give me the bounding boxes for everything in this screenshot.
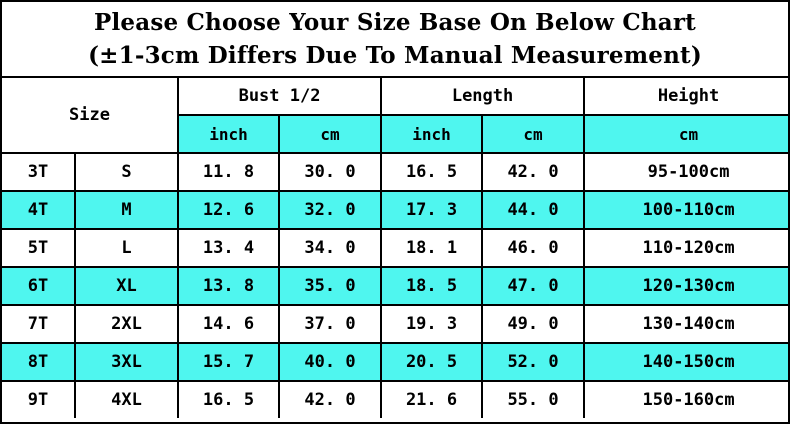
cell-size-letter: XL — [73, 266, 180, 306]
cell-length-cm: 47. 0 — [481, 266, 586, 306]
cell-bust-inch: 15. 7 — [177, 342, 281, 382]
cell-size-age: 7T — [2, 304, 76, 344]
table-row: 6T XL 13. 8 35. 0 18. 5 47. 0 120-130cm — [2, 266, 788, 306]
cell-length-cm: 42. 0 — [481, 152, 586, 192]
cell-bust-cm: 30. 0 — [278, 152, 383, 192]
cell-bust-inch: 13. 8 — [177, 266, 281, 306]
cell-height: 130-140cm — [583, 304, 788, 344]
table-row: 8T 3XL 15. 7 40. 0 20. 5 52. 0 140-150cm — [2, 342, 788, 382]
cell-height: 110-120cm — [583, 228, 788, 268]
header-length: Length — [380, 78, 586, 116]
cell-length-inch: 17. 3 — [380, 190, 484, 230]
cell-length-cm: 46. 0 — [481, 228, 586, 268]
cell-size-letter: 4XL — [73, 380, 180, 418]
cell-size-age: 6T — [2, 266, 76, 306]
table-row: 9T 4XL 16. 5 42. 0 21. 6 55. 0 150-160cm — [2, 380, 788, 418]
cell-bust-inch: 11. 8 — [177, 152, 281, 192]
table-row: 5T L 13. 4 34. 0 18. 1 46. 0 110-120cm — [2, 228, 788, 268]
header-height: Height — [583, 78, 788, 116]
header-row-groups: Size Bust 1/2 Length Height — [2, 78, 788, 154]
cell-height: 100-110cm — [583, 190, 788, 230]
cell-bust-cm: 40. 0 — [278, 342, 383, 382]
cell-length-inch: 19. 3 — [380, 304, 484, 344]
cell-bust-inch: 14. 6 — [177, 304, 281, 344]
cell-length-inch: 18. 5 — [380, 266, 484, 306]
table-row: 7T 2XL 14. 6 37. 0 19. 3 49. 0 130-140cm — [2, 304, 788, 344]
cell-length-inch: 16. 5 — [380, 152, 484, 192]
header-row-units: inch cm inch cm cm — [2, 114, 788, 154]
cell-size-age: 9T — [2, 380, 76, 418]
unit-height-cm: cm — [583, 114, 788, 154]
cell-length-cm: 49. 0 — [481, 304, 586, 344]
cell-size-age: 3T — [2, 152, 76, 192]
unit-length-inch: inch — [380, 114, 484, 154]
cell-height: 95-100cm — [583, 152, 788, 192]
cell-size-age: 8T — [2, 342, 76, 382]
cell-bust-cm: 42. 0 — [278, 380, 383, 418]
cell-size-letter: S — [73, 152, 180, 192]
cell-bust-inch: 13. 4 — [177, 228, 281, 268]
cell-bust-cm: 34. 0 — [278, 228, 383, 268]
size-chart-table: Size Bust 1/2 Length Height inch cm inch… — [2, 78, 788, 418]
cell-bust-inch: 16. 5 — [177, 380, 281, 418]
unit-length-cm: cm — [481, 114, 586, 154]
cell-length-inch: 21. 6 — [380, 380, 484, 418]
cell-size-letter: 3XL — [73, 342, 180, 382]
cell-size-letter: M — [73, 190, 180, 230]
unit-bust-cm: cm — [278, 114, 383, 154]
cell-size-letter: 2XL — [73, 304, 180, 344]
chart-title-line2: (±1-3cm Differs Due To Manual Measuremen… — [88, 42, 702, 69]
cell-length-cm: 55. 0 — [481, 380, 586, 418]
chart-title: Please Choose Your Size Base On Below Ch… — [2, 2, 788, 78]
cell-length-inch: 18. 1 — [380, 228, 484, 268]
table-row: 3T S 11. 8 30. 0 16. 5 42. 0 95-100cm — [2, 152, 788, 192]
chart-title-line1: Please Choose Your Size Base On Below Ch… — [93, 9, 697, 36]
cell-size-age: 4T — [2, 190, 76, 230]
table-row: 4T M 12. 6 32. 0 17. 3 44. 0 100-110cm — [2, 190, 788, 230]
cell-bust-cm: 37. 0 — [278, 304, 383, 344]
cell-bust-inch: 12. 6 — [177, 190, 281, 230]
cell-size-letter: L — [73, 228, 180, 268]
header-size: Size — [2, 78, 180, 154]
cell-height: 150-160cm — [583, 380, 788, 418]
unit-bust-inch: inch — [178, 114, 281, 154]
cell-bust-cm: 32. 0 — [278, 190, 383, 230]
cell-length-cm: 44. 0 — [481, 190, 586, 230]
cell-length-cm: 52. 0 — [481, 342, 586, 382]
cell-height: 120-130cm — [583, 266, 788, 306]
cell-height: 140-150cm — [583, 342, 788, 382]
cell-bust-cm: 35. 0 — [278, 266, 383, 306]
cell-size-age: 5T — [2, 228, 76, 268]
cell-length-inch: 20. 5 — [380, 342, 484, 382]
header-bust: Bust 1/2 — [177, 78, 383, 116]
